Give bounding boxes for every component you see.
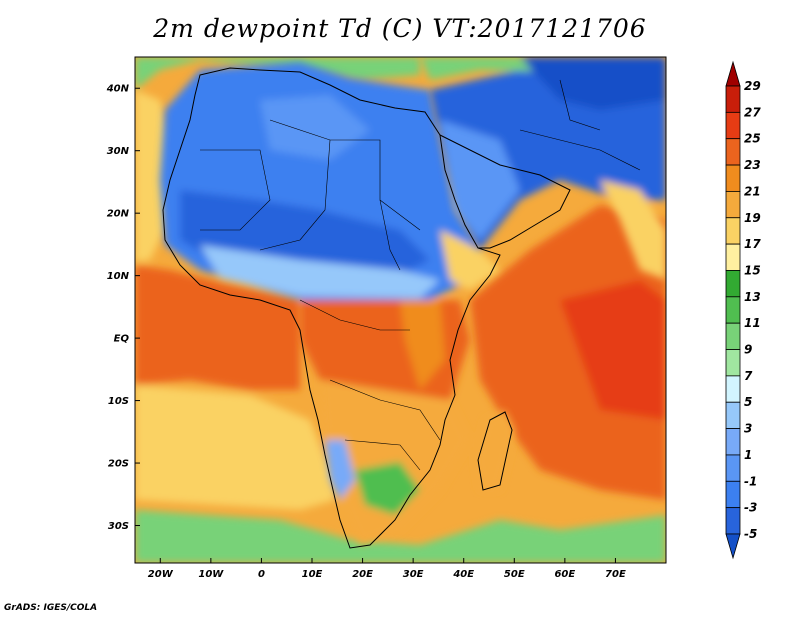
lon-tick-label: 70E [605,569,626,580]
coastlines [162,67,571,549]
footer-credit: GrADS: IGES/COLA [4,603,98,613]
colorbar-swatch [725,480,741,509]
map-title: 2m dewpoint Td (C) VT:2017121706 [153,14,647,43]
indian-ocean-core [560,280,666,420]
lat-tick-label: 30N [107,146,130,157]
namib-region [325,440,355,500]
colorbar-label: 9 [744,343,752,357]
arabia-coastline [439,134,571,249]
plot-frame [134,56,667,564]
horn-region [440,230,500,290]
lon-tick-label: 30E [403,569,424,580]
lon-tick-label: 0 [258,569,265,580]
lat-tick-label: 40N [106,84,130,95]
colorbar-swatch [725,270,741,298]
colorbar-swatch [725,138,741,166]
border-2 [269,119,421,231]
colorbar-label: 27 [744,105,761,119]
madagascar-region [475,410,515,490]
colorbar-label: -3 [744,501,757,515]
colorbar-swatch [725,217,741,245]
east-africa-region [400,300,445,390]
colorbar-label: 23 [744,158,761,172]
colorbar-swatch [725,507,741,535]
madagascar-coastline [477,411,513,491]
sahara-north [260,95,370,160]
colorbar-label: 29 [744,79,761,93]
india-region [600,180,666,280]
border-5 [299,299,410,331]
colorbar-label: -5 [744,527,757,541]
colorbar-swatch [725,243,741,271]
border-8 [519,129,641,171]
colorbar-label: 25 [744,132,761,146]
border-9 [559,79,601,131]
lat-tick-label: 10N [107,271,130,282]
colorbar-swatch [725,401,741,429]
colorbar-bottom-arrow [725,533,741,560]
border-4 [379,199,401,271]
southern-ocean-region [135,510,666,563]
africa-coastline [162,67,501,549]
atlantic-tropics-region [135,265,300,390]
colorbar-label: 1 [744,448,752,462]
border-7 [344,439,421,471]
border-6 [329,379,441,441]
lon-tick-label: 20E [352,569,373,580]
colorbar-label: 11 [744,316,761,330]
colorbar-label: 17 [744,237,761,251]
colorbar-swatch [725,85,741,113]
border-1 [200,149,271,231]
colorbar-label: 21 [744,184,761,198]
indian-ocean-region [470,205,666,500]
colorbar-swatch [725,375,741,403]
central-asia-region [520,57,666,110]
dewpoint-field [135,57,666,563]
colorbar-swatch [725,191,741,219]
kalahari-region [355,462,420,515]
colorbar-label: 13 [744,290,761,304]
colorbar-swatch [725,164,741,192]
colorbar-label: 15 [744,263,761,277]
colorbar-swatch [725,454,741,482]
lat-tick-label: 30S [108,521,129,532]
lon-tick-label: 10W [198,569,224,580]
lat-axis: 40N 30N 20N 10N EQ 10S 20S 30S [106,84,140,532]
arabia-west [440,120,520,240]
lat-tick-label: 10S [108,396,129,407]
lat-tick-label: 20N [107,209,130,220]
colorbar-label: 5 [744,395,752,409]
colorbar-label: 19 [744,211,761,225]
lon-tick-label: 10E [302,569,323,580]
lon-tick-label: 50E [504,569,525,580]
lat-tick-label: 20S [108,459,129,470]
colorbar-swatch [725,296,741,324]
colorbar-swatch [725,428,741,456]
lat-tick-label: EQ [114,334,130,345]
lon-tick-label: 60E [554,569,575,580]
lon-tick-label: 20W [148,569,174,580]
colorbar-label: 3 [744,422,752,436]
colorbar-swatch [725,349,741,377]
southern-africa-region [320,380,470,545]
south-atlantic-region [135,385,335,510]
lon-axis: 20W 10W 0 10E 20E 30E 40E 50E 60E 70E [148,558,626,580]
colorbar-label: -1 [744,474,757,488]
border-3 [259,139,331,251]
mediterranean-region [135,57,420,90]
country-borders [200,79,641,471]
lon-tick-label: 40E [452,569,474,580]
colorbar-swatch [725,111,741,140]
colorbar-swatch [725,322,741,350]
colorbar-label: 7 [744,369,753,383]
colorbar-top-arrow [725,60,741,87]
sahel-edge [200,245,440,298]
